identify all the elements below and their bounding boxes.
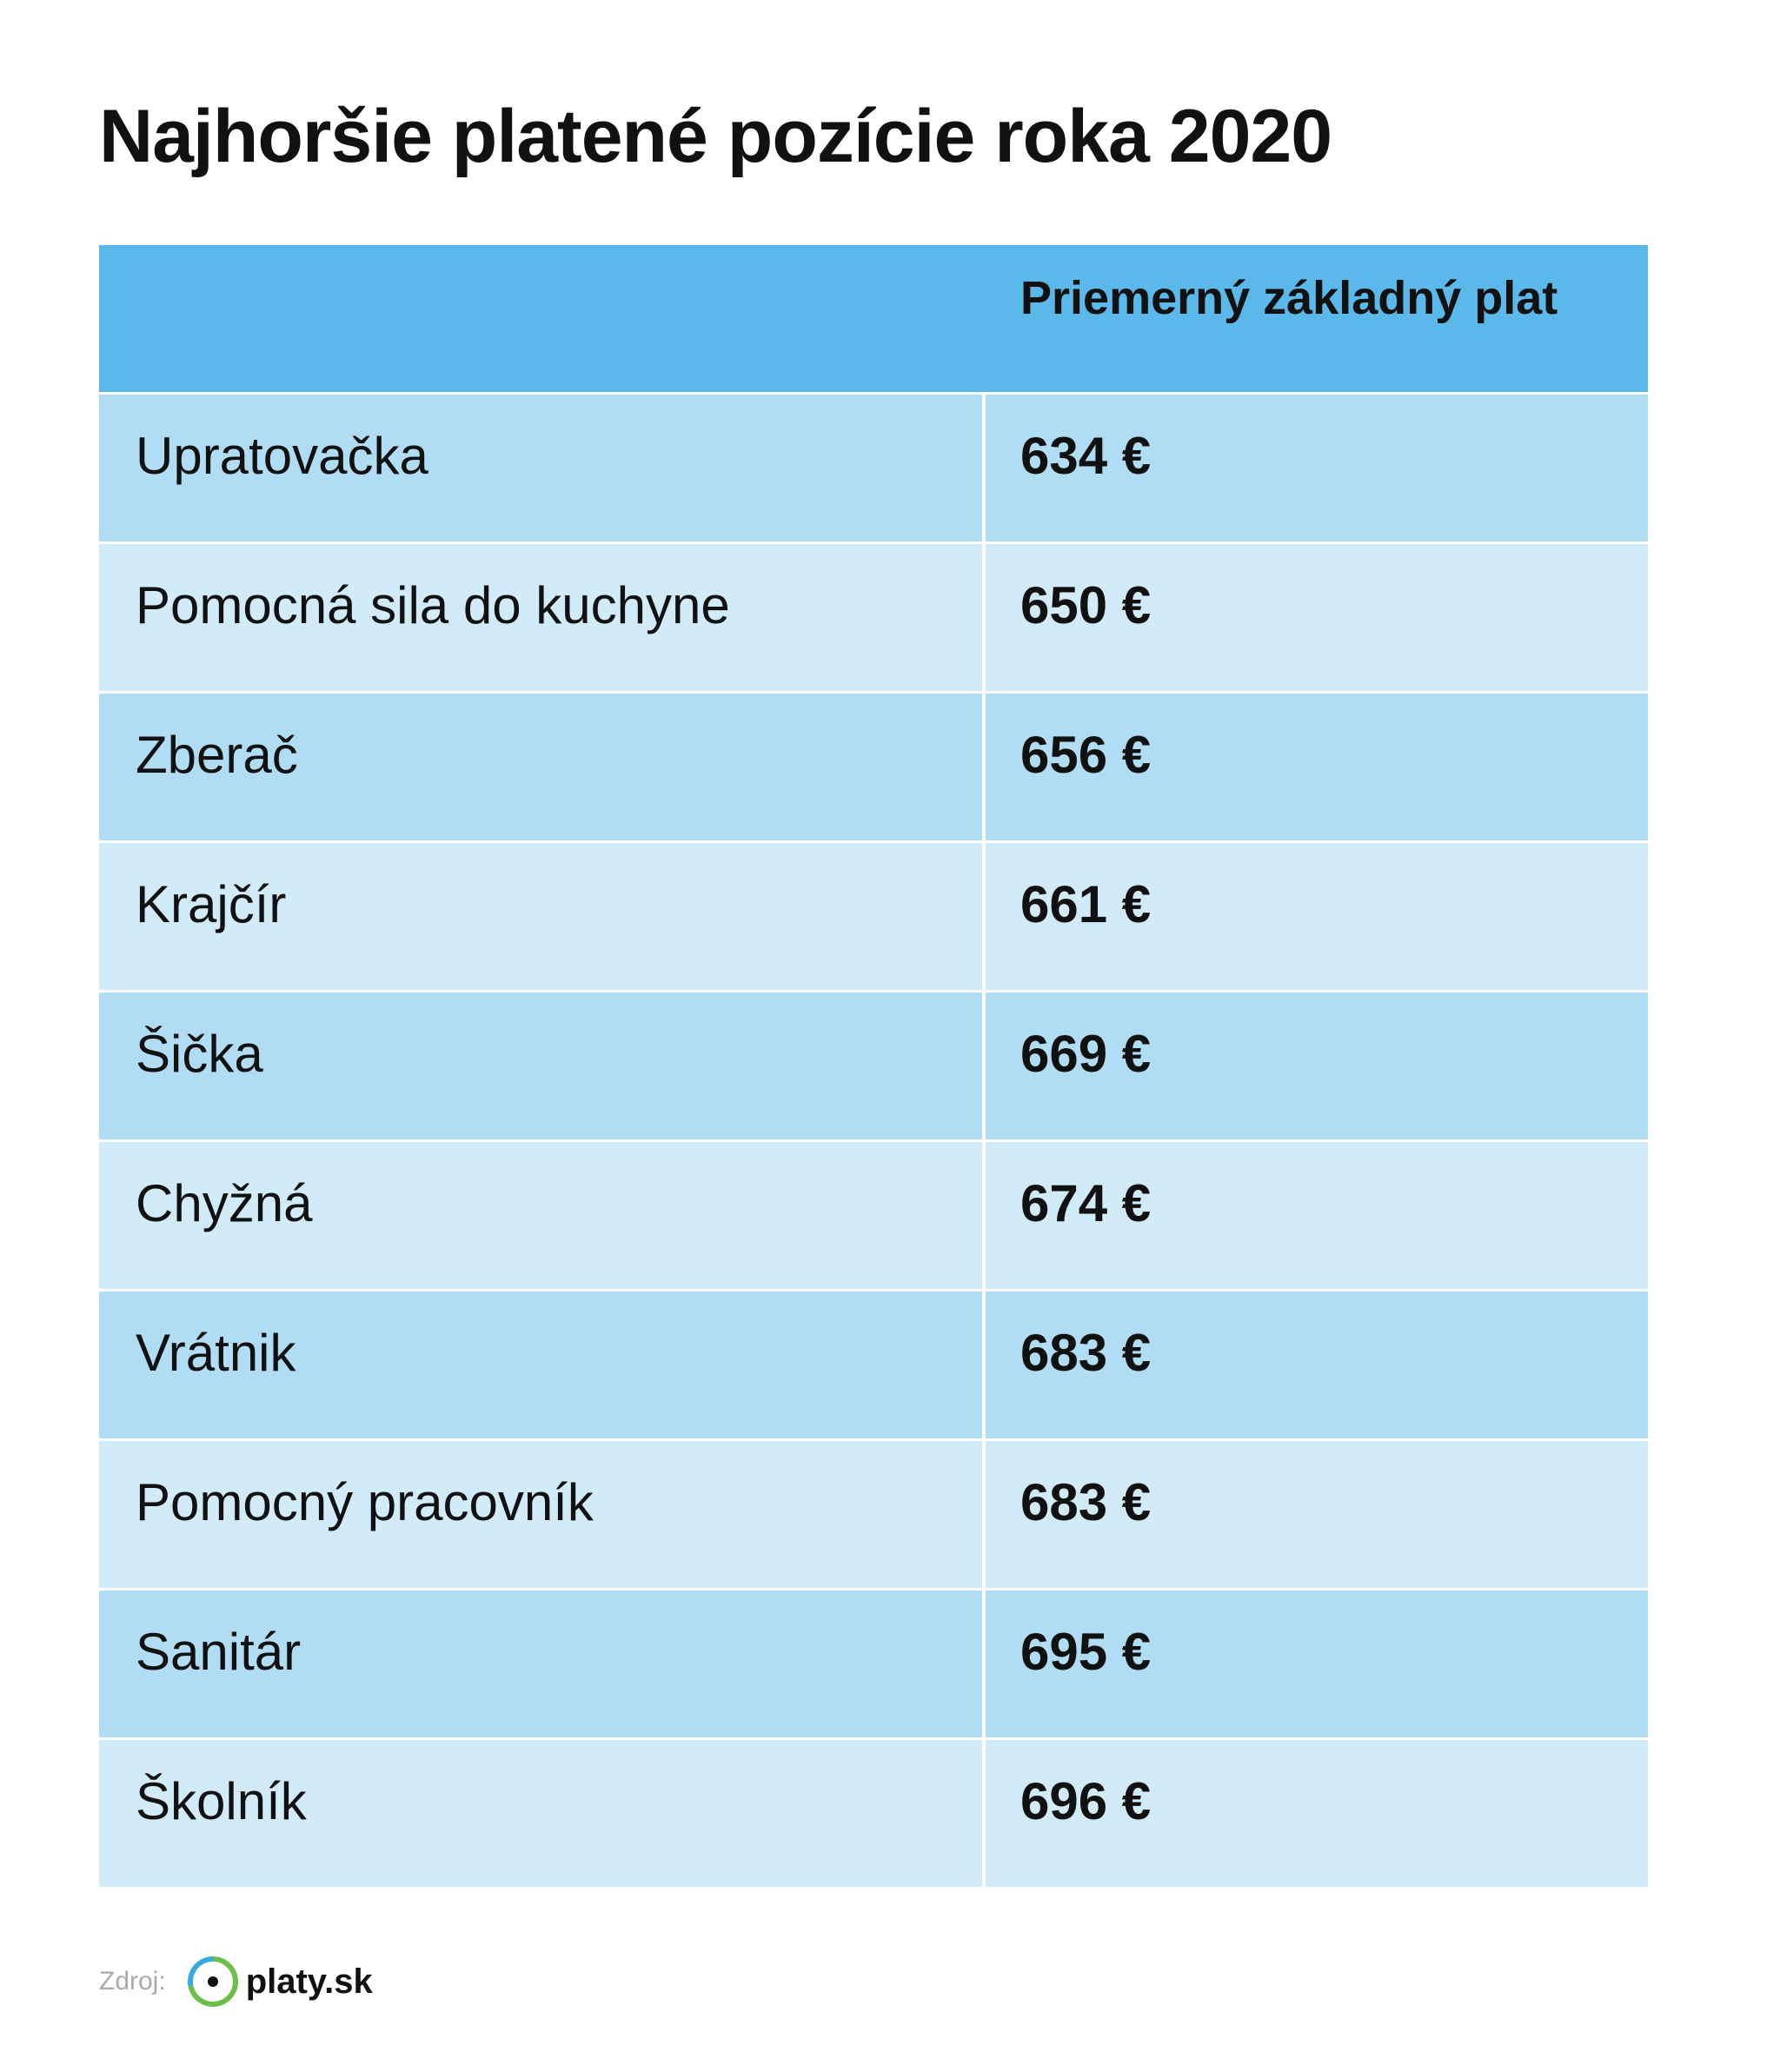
position-cell: Pomocná sila do kuchyne (99, 544, 982, 691)
logo-icon (187, 1956, 238, 2007)
header-row: Priemerný základný plat (99, 245, 1648, 392)
position-cell: Školník (99, 1740, 982, 1887)
salary-cell: 674 € (986, 1142, 1648, 1289)
position-cell: Sanitár (99, 1591, 982, 1737)
salary-cell: 669 € (986, 993, 1648, 1139)
salary-cell: 696 € (986, 1740, 1648, 1887)
table-row: Pomocný pracovník 683 € (99, 1441, 1648, 1588)
salary-cell: 683 € (986, 1292, 1648, 1438)
table-row: Školník 696 € (99, 1740, 1648, 1887)
salary-cell: 656 € (986, 694, 1648, 840)
position-cell: Šička (99, 993, 982, 1139)
source-label: Zdroj: (99, 1967, 166, 1996)
position-cell: Vrátnik (99, 1292, 982, 1438)
salary-cell: 695 € (986, 1591, 1648, 1737)
table-row: Krajčír 661 € (99, 843, 1648, 990)
table-row: Zberač 656 € (99, 694, 1648, 840)
table: Priemerný základný plat Upratovačka 634 €… (99, 245, 1648, 1889)
table-row: Pomocná sila do kuchyne 650 € (99, 544, 1648, 691)
footer: Zdroj: platy.sk (99, 1956, 373, 2008)
title: Najhoršie platené pozície roka 2020 (99, 95, 1332, 178)
position-cell: Pomocný pracovník (99, 1441, 982, 1588)
header-cell-empty (99, 245, 982, 392)
salary-cell: 634 € (986, 395, 1648, 541)
logo-text: platy.sk (245, 1962, 373, 2001)
logo-arc (188, 1956, 238, 2007)
salary-cell: 683 € (986, 1441, 1648, 1588)
table-row: Šička 669 € (99, 993, 1648, 1139)
logo-arc (187, 1956, 213, 1987)
salary-cell: 661 € (986, 843, 1648, 990)
table-row: Vrátnik 683 € (99, 1292, 1648, 1438)
position-cell: Krajčír (99, 843, 982, 990)
table-row: Chyžná 674 € (99, 1142, 1648, 1289)
logo-dot (207, 1976, 218, 1987)
position-cell: Chyžná (99, 1142, 982, 1289)
table-row: Upratovačka 634 € (99, 395, 1648, 541)
header-cell: Priemerný základný plat (986, 245, 1648, 392)
salary-cell: 650 € (986, 544, 1648, 691)
table-row: Sanitár 695 € (99, 1591, 1648, 1737)
position-cell: Zberač (99, 694, 982, 840)
position-cell: Upratovačka (99, 395, 982, 541)
